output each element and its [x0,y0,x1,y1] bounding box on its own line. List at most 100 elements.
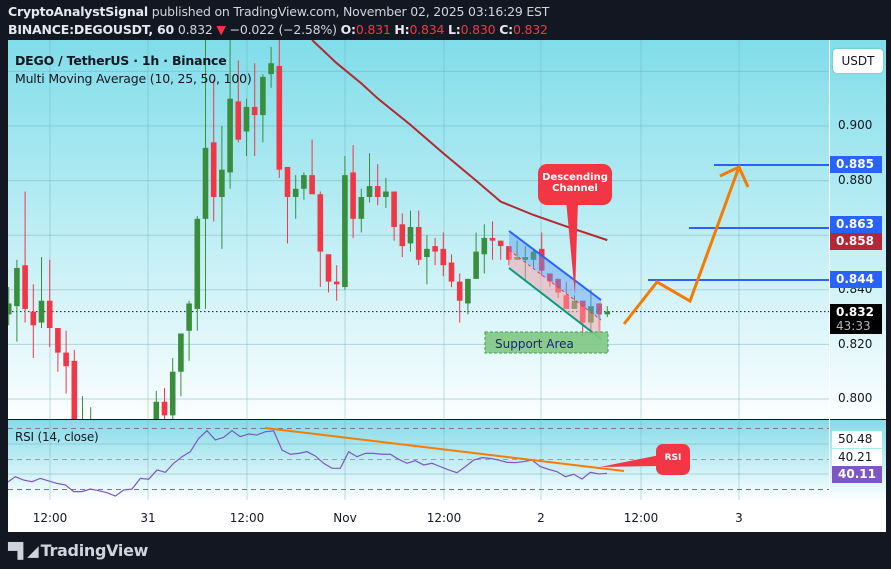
candle[interactable] [383,177,389,208]
channel-upper-line[interactable] [508,230,602,301]
candle[interactable] [530,248,537,268]
candle-body [374,186,381,197]
candle[interactable] [374,164,381,206]
rsi-legend[interactable]: RSI (14, close) [15,430,99,444]
candle[interactable] [227,30,233,189]
candle[interactable] [481,224,488,274]
candle[interactable] [6,287,12,326]
candle[interactable] [235,60,242,143]
rsi-callout[interactable] [656,444,690,475]
ma100-line[interactable] [311,40,608,242]
candle[interactable] [309,139,315,195]
candle[interactable] [88,407,94,459]
rsi-callout-text: RSI [664,453,682,463]
published-text: published on TradingView.com, November 0… [151,4,550,19]
candle[interactable] [161,388,168,426]
candle[interactable] [415,210,422,266]
candle[interactable] [30,284,37,359]
candle[interactable] [456,273,463,323]
symbol-legend[interactable]: DEGO / TetherUS · 1h · Binance [15,53,227,68]
candle-body [424,248,430,258]
candle[interactable] [424,235,430,285]
brand-name: TradingView [40,541,149,560]
candle[interactable] [350,145,356,238]
projection-path[interactable] [622,166,741,325]
candle[interactable] [432,237,438,266]
candle[interactable] [80,396,86,453]
candle[interactable] [604,306,611,318]
candle[interactable] [366,153,373,203]
candle-body [506,246,512,260]
candle[interactable] [186,300,192,361]
candle-body [481,237,488,255]
candle[interactable] [46,259,53,348]
candle[interactable] [22,191,28,323]
candle[interactable] [407,210,414,252]
candle-body [317,194,324,252]
rsi-line[interactable] [7,429,608,497]
candle[interactable] [448,254,455,288]
candle[interactable] [358,188,365,233]
author-name[interactable]: CryptoAnalystSignal [8,4,148,19]
candle[interactable] [284,166,291,244]
candle[interactable] [506,246,512,266]
candle[interactable] [317,191,324,288]
candle[interactable] [243,98,250,157]
candle[interactable] [71,349,78,440]
candle[interactable] [276,30,283,178]
rsi-callout-pointer [600,455,660,467]
candle-body [227,98,233,173]
candle[interactable] [465,278,471,315]
candle[interactable] [38,257,45,329]
candle[interactable] [391,191,397,241]
candle[interactable] [178,333,184,397]
candle[interactable] [301,172,307,200]
channel-upper-fill[interactable] [509,231,601,320]
candle[interactable] [489,221,496,260]
time-axis[interactable] [8,500,886,532]
candle[interactable] [497,240,504,260]
candle[interactable] [169,358,176,426]
price-pane[interactable] [8,40,886,419]
candle-body [14,267,20,307]
candle[interactable] [440,232,447,277]
price-change: −0.022 (−2.58%) [229,22,337,37]
candle[interactable] [268,46,274,88]
candle-body [276,65,283,170]
tradingview-logo[interactable]: ▀▌◢ TradingView [8,541,148,560]
candle[interactable] [473,232,479,279]
candle[interactable] [325,254,332,293]
candle[interactable] [194,216,201,331]
candle[interactable] [251,63,258,157]
candle[interactable] [55,328,61,372]
candle[interactable] [153,390,160,432]
price-tick: 0.900 [838,118,873,132]
currency-button[interactable]: USDT [833,49,883,73]
time-tick: 12:00 [229,511,265,525]
descending-channel-callout[interactable] [538,164,612,205]
candle[interactable] [14,259,20,342]
candle[interactable] [202,30,209,309]
channel-lower-line[interactable] [508,267,602,340]
candle[interactable] [333,265,340,301]
candle[interactable] [342,156,348,290]
candle[interactable] [63,330,69,394]
candle[interactable] [399,213,406,258]
time-tick: 3 [735,511,743,525]
candle[interactable] [260,74,266,143]
candle-body [456,281,463,301]
candle[interactable] [219,126,225,249]
callout-pointer [548,200,600,295]
support-area-box[interactable] [484,331,609,354]
candle-body [538,248,545,271]
rsi-trendline[interactable] [264,427,625,472]
rsi-pane[interactable] [8,420,886,500]
channel-midline[interactable] [508,249,602,321]
candle-body [350,172,356,219]
indicator-legend[interactable]: Multi Moving Average (10, 25, 50, 100) [15,71,252,86]
candle[interactable] [292,175,299,219]
channel-lower-fill[interactable] [509,250,601,339]
candle[interactable] [210,79,217,222]
